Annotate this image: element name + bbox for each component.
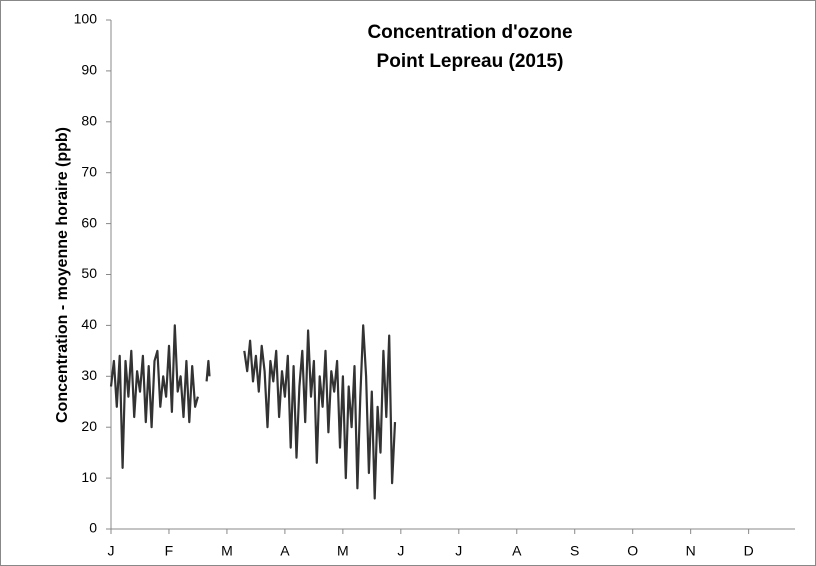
y-tick-label: 80 [81,113,97,129]
y-tick-label: 20 [81,418,97,434]
chart-subtitle: Point Lepreau (2015) [377,51,564,72]
x-tick-label: M [337,543,349,559]
y-tick-label: 30 [81,367,97,383]
x-tick-label: S [570,543,579,559]
x-tick-label: A [280,543,290,559]
y-tick-label: 0 [89,520,97,536]
x-tick-label: J [108,543,115,559]
x-tick-label: A [512,543,522,559]
x-tick-label: N [686,543,696,559]
y-tick-label: 40 [81,316,97,332]
x-tick-label: M [221,543,233,559]
x-tick-label: D [744,543,754,559]
x-tick-label: O [627,543,638,559]
y-tick-label: 100 [74,11,98,27]
y-tick-label: 10 [81,469,97,485]
y-tick-label: 90 [81,62,97,78]
y-tick-label: 70 [81,163,97,179]
x-tick-label: F [165,543,174,559]
chart-title: Concentration d'ozone [367,22,572,43]
series-line [109,324,397,500]
y-tick-label: 60 [81,214,97,230]
y-tick-label: 50 [81,265,97,281]
x-tick-label: J [455,543,462,559]
x-tick-label: J [397,543,404,559]
y-axis-label: Concentration - moyenne horaire (ppb) [54,127,71,423]
